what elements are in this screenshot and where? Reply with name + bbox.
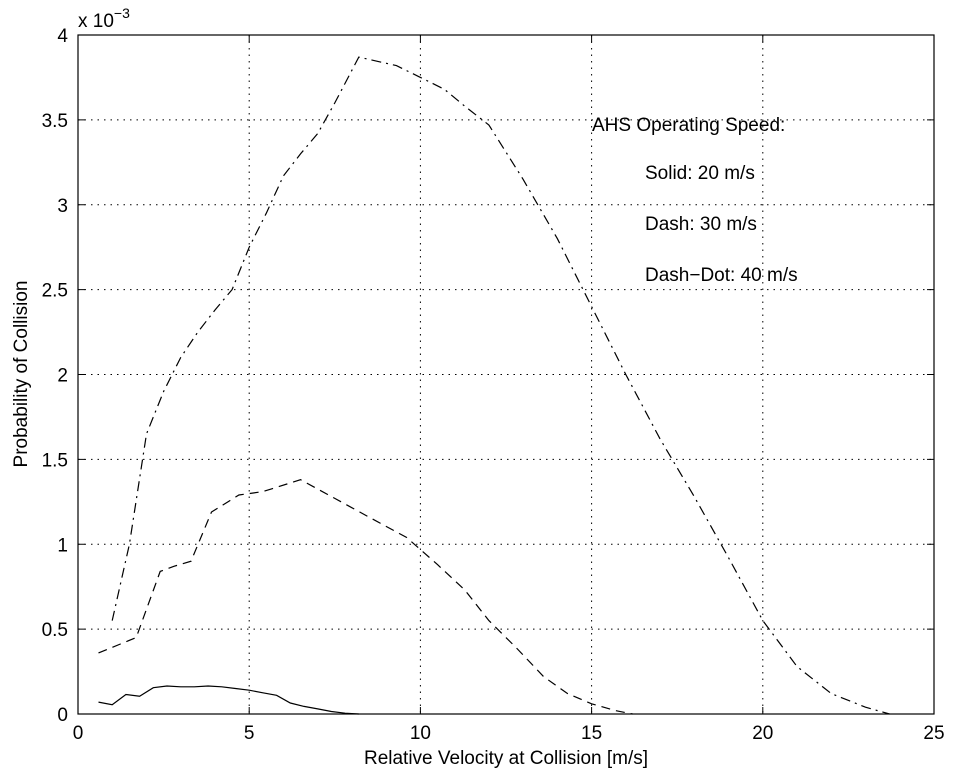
legend-dash: Dash: 30 m/s (645, 214, 757, 235)
y-multiplier-exponent: −3 (114, 5, 130, 21)
x-tick-label: 20 (752, 723, 773, 744)
x-tick-label: 10 (410, 723, 431, 744)
series-lines (98, 56, 890, 715)
legend-solid: Solid: 20 m/s (645, 163, 755, 184)
y-tick-label: 2 (57, 366, 68, 387)
y-tick-label: 3 (57, 196, 68, 217)
x-tick-label: 5 (244, 723, 255, 744)
x-axis-label: Relative Velocity at Collision [m/s] (364, 748, 648, 769)
legend-dash-dot: Dash−Dot: 40 m/s (645, 265, 798, 286)
series-line-solid (98, 685, 359, 715)
y-tick-label: 1 (57, 535, 68, 556)
legend-heading: AHS Operating Speed: (592, 115, 785, 136)
y-tick-label: 0.5 (42, 620, 68, 641)
axis-ticks: 0 5 10 15 20 25 0 0.5 1 1.5 2 2.5 3 3.5 4 (42, 26, 945, 744)
series-line-dash-dot (111, 56, 890, 715)
series-line-dash (98, 479, 633, 715)
grid-lines (78, 35, 934, 714)
y-axis-label: Probability of Collision (11, 281, 32, 468)
y-tick-label: 3.5 (42, 111, 68, 132)
x-tick-label: 15 (581, 723, 602, 744)
y-axis-multiplier: x 10−3 (78, 5, 130, 32)
y-tick-label: 0 (57, 705, 68, 726)
y-tick-label: 4 (57, 26, 68, 47)
y-tick-label: 1.5 (42, 450, 68, 471)
plot-frame (77, 34, 935, 715)
y-multiplier-base: x 10 (78, 11, 114, 32)
y-tick-label: 2.5 (42, 281, 68, 302)
x-tick-label: 25 (923, 723, 944, 744)
x-tick-label: 0 (73, 723, 84, 744)
